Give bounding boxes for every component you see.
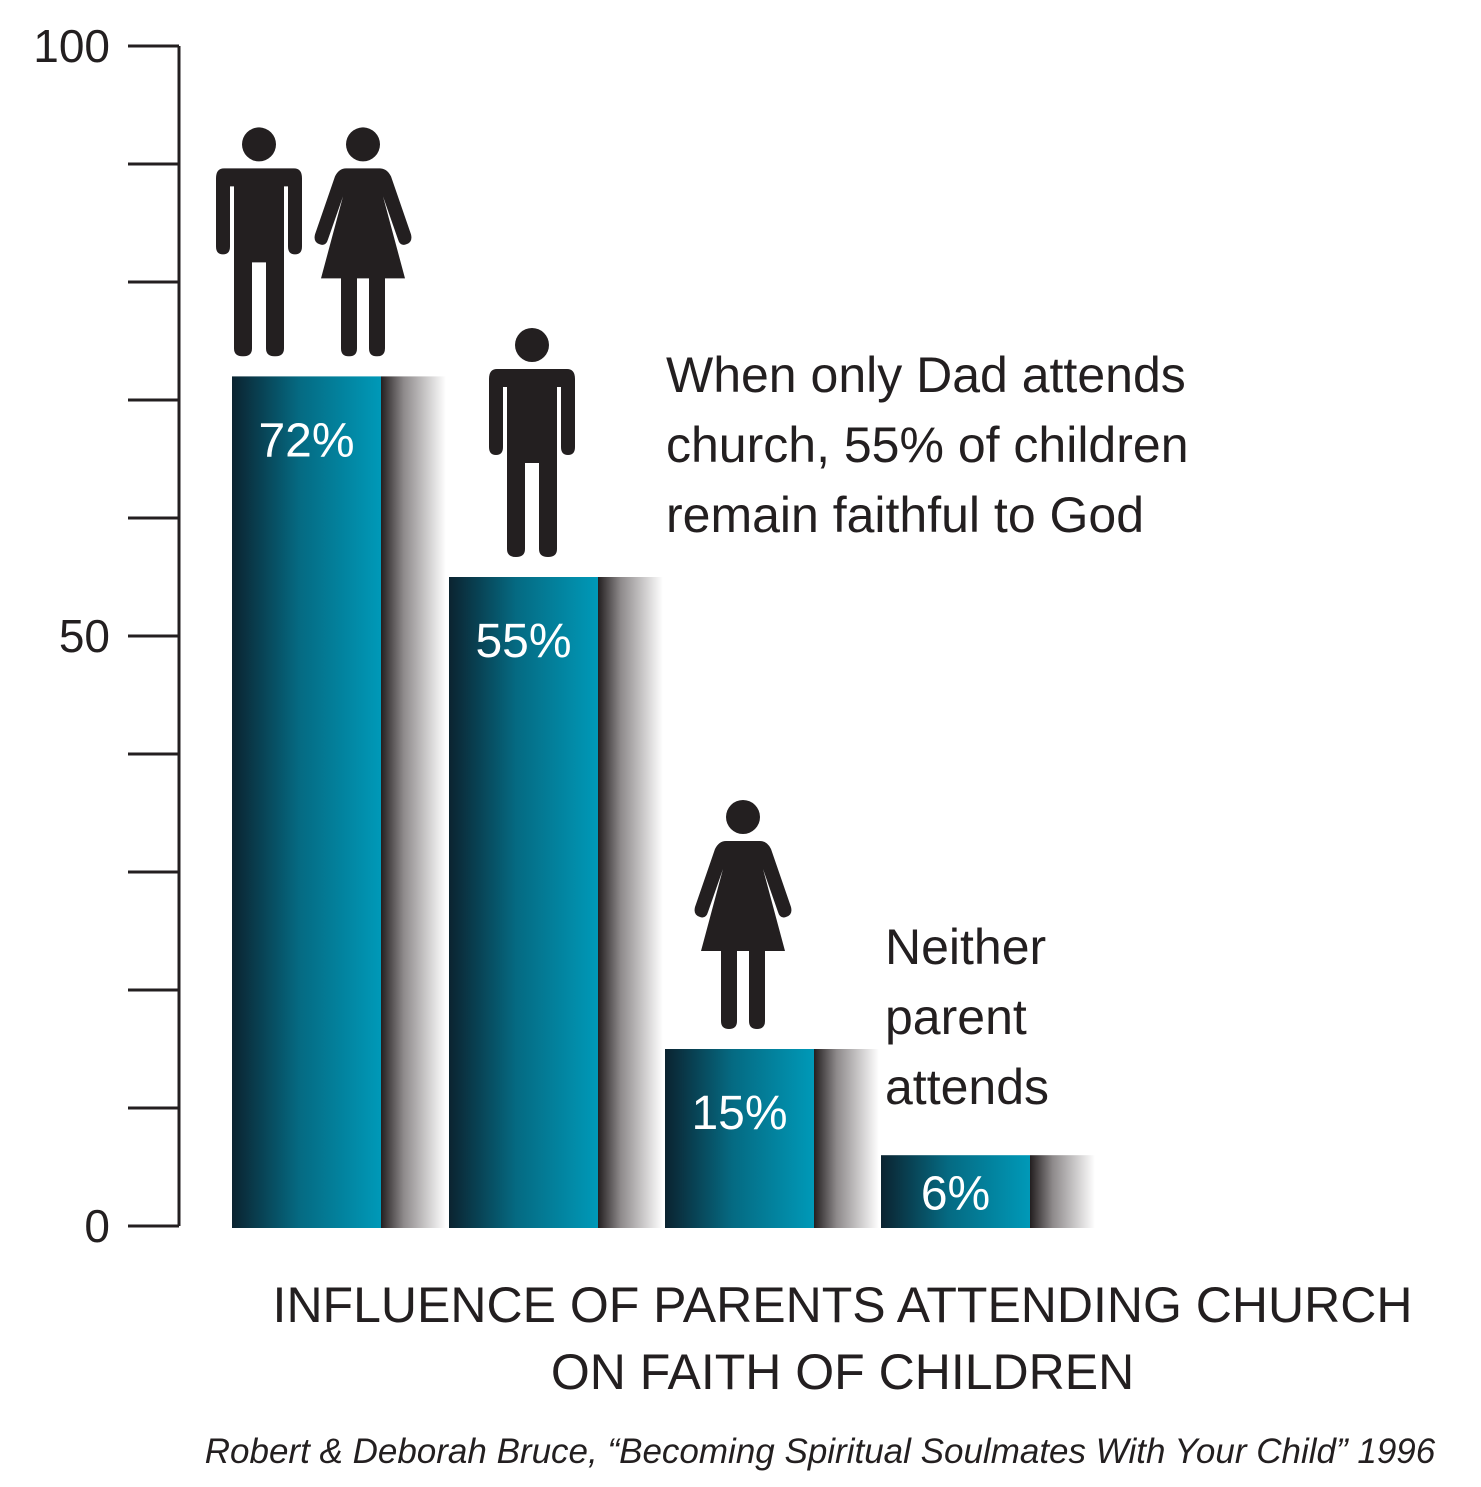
annotation-neither-attends: Neither parent attends [885,919,1050,1115]
man-icon [216,127,302,357]
man-icon [489,328,575,557]
bar-shadow [814,1049,879,1228]
y-tick-label: 50 [59,610,110,662]
y-tick-label: 0 [84,1200,110,1252]
bar-shadow [598,577,663,1228]
chart-title: INFLUENCE OF PARENTS ATTENDING CHURCH ON… [272,1277,1413,1400]
bar-value-label: 6% [921,1168,990,1221]
y-axis: 0 50 100 [33,20,181,1252]
bar [665,1049,814,1228]
woman-icon [314,127,412,357]
source-citation: Robert & Deborah Bruce, “Becoming Spirit… [204,1432,1436,1471]
y-tick-label: 100 [33,20,110,72]
woman-icon [694,800,792,1029]
bars: 72% 55% 15% 6% [232,376,1095,1228]
bar-value-label: 55% [475,615,571,668]
bar-value-label: 72% [258,414,354,467]
bar [449,577,598,1228]
bar [232,376,381,1228]
bar [881,1155,1030,1228]
bar-value-label: 15% [691,1087,787,1140]
annotation-dad-attends: When only Dad attends church, 55% of chi… [666,347,1189,543]
bar-shadow [381,376,446,1228]
bar-shadow [1030,1155,1095,1228]
